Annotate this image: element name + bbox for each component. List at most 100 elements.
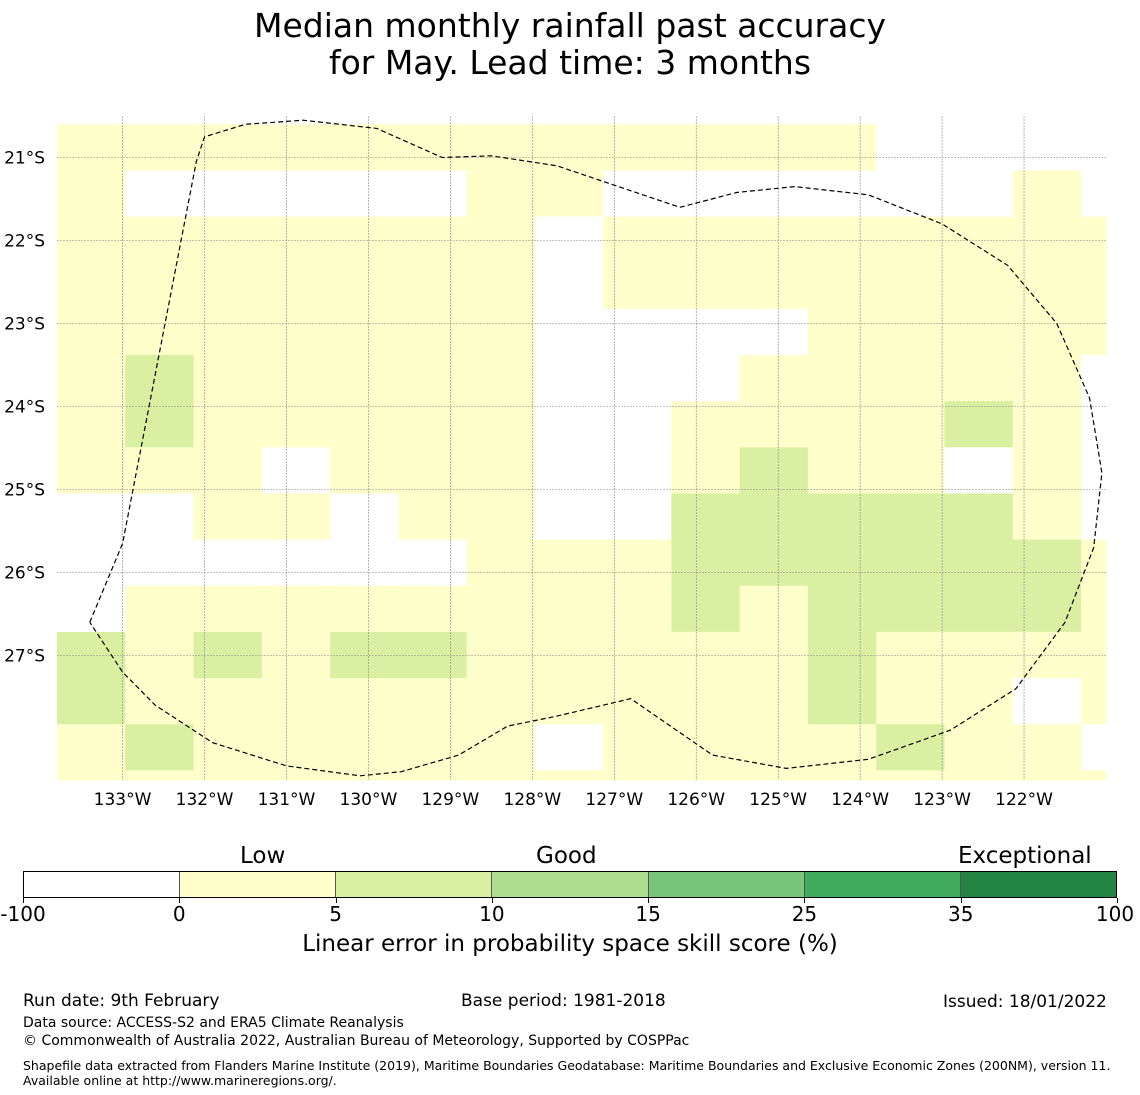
skill-cell xyxy=(1081,124,1107,171)
skill-cell xyxy=(125,216,195,264)
skill-cell xyxy=(1012,724,1082,771)
skill-cell xyxy=(671,308,741,356)
longitude-label: 132°W xyxy=(176,790,234,810)
skill-cell xyxy=(944,724,1014,771)
graticule xyxy=(57,116,1106,780)
latitude-labels: 21°S 22°S 23°S 24°S 25°S 26°S 27°S xyxy=(4,149,45,667)
skill-cell xyxy=(398,447,468,494)
skill-cell xyxy=(1081,678,1107,725)
skill-cell xyxy=(534,631,604,679)
skill-cell xyxy=(57,216,126,264)
skill-cell xyxy=(876,585,945,633)
colorbar xyxy=(23,871,1117,898)
skill-cell xyxy=(603,401,672,448)
skill-cell xyxy=(261,355,331,402)
skill-cell xyxy=(739,493,809,541)
skill-cell xyxy=(671,770,741,781)
skill-cell xyxy=(603,216,672,264)
skill-cell xyxy=(807,262,877,310)
colorbar-tick-label: 100 xyxy=(1095,902,1135,926)
colorbar-segment xyxy=(336,872,493,897)
skill-cell xyxy=(193,539,263,587)
colorbar-tick-mark xyxy=(335,898,337,903)
map-title: Median monthly rainfall past accuracy fo… xyxy=(0,6,1140,82)
skill-cell xyxy=(193,216,263,264)
skill-cell xyxy=(398,724,468,771)
colorbar-tick-mark xyxy=(1117,898,1118,903)
legend-exceptional-label: Exceptional xyxy=(958,843,1092,869)
skill-cell xyxy=(739,585,809,633)
skill-cell xyxy=(671,124,741,171)
skill-cell xyxy=(944,539,1014,587)
skill-cell xyxy=(330,585,399,633)
longitude-label: 133°W xyxy=(94,790,152,810)
skill-cell xyxy=(876,308,945,356)
skill-cell xyxy=(1081,539,1107,587)
colorbar-tick-mark xyxy=(648,898,650,903)
skill-cell xyxy=(193,355,263,402)
longitude-label: 123°W xyxy=(913,790,971,810)
skill-cell xyxy=(466,539,536,587)
skill-cell xyxy=(398,493,468,541)
skill-cell xyxy=(193,401,263,448)
skill-cell xyxy=(330,308,399,356)
skill-cell xyxy=(876,678,945,725)
skill-cell xyxy=(330,678,399,725)
skill-cell xyxy=(261,262,331,310)
skill-cell xyxy=(330,170,399,218)
skill-cell xyxy=(671,216,741,264)
skill-cell xyxy=(1081,493,1107,541)
latitude-label: 27°S xyxy=(4,647,45,667)
longitude-label: 130°W xyxy=(340,790,398,810)
skill-cell xyxy=(1012,401,1082,448)
data-source: Data source: ACCESS-S2 and ERA5 Climate … xyxy=(23,1015,404,1031)
skill-cell xyxy=(944,216,1014,264)
skill-cell xyxy=(1081,724,1107,771)
skill-cell xyxy=(125,308,195,356)
colorbar-segment xyxy=(960,872,1116,897)
colorbar-segment xyxy=(24,872,181,897)
skill-cell xyxy=(398,308,468,356)
skill-cell xyxy=(330,401,399,448)
rainfall-skill-map: 133°W 132°W 131°W 130°W 129°W 128°W 127°W 126°W… xyxy=(4,116,1107,810)
skill-cell xyxy=(739,678,809,725)
skill-cell xyxy=(534,678,604,725)
skill-cell xyxy=(261,447,331,494)
skill-cell xyxy=(193,262,263,310)
skill-cell xyxy=(1012,770,1082,781)
skill-cell xyxy=(125,447,195,494)
skill-cell xyxy=(944,447,1014,494)
skill-cell xyxy=(739,447,809,494)
latitude-label: 24°S xyxy=(4,398,45,418)
copyright: © Commonwealth of Australia 2022, Austra… xyxy=(23,1033,690,1049)
skill-cell xyxy=(1081,355,1107,402)
skill-cell xyxy=(807,770,877,781)
colorbar-segment xyxy=(648,872,805,897)
skill-cell xyxy=(876,770,945,781)
skill-cell xyxy=(193,678,263,725)
skill-cell xyxy=(193,770,263,781)
latitude-label: 25°S xyxy=(4,481,45,501)
skill-cell xyxy=(398,262,468,310)
skill-cell xyxy=(193,631,263,679)
title-line-1: Median monthly rainfall past accuracy xyxy=(253,6,887,45)
skill-cell xyxy=(466,262,536,310)
skill-grid-cells xyxy=(57,124,1107,781)
skill-cell xyxy=(1012,355,1082,402)
skill-cell xyxy=(603,170,672,218)
longitude-label: 122°W xyxy=(995,790,1053,810)
skill-cell xyxy=(125,124,195,171)
skill-cell xyxy=(671,493,741,541)
skill-cell xyxy=(807,724,877,771)
skill-cell xyxy=(330,216,399,264)
skill-cell xyxy=(534,539,604,587)
skill-cell xyxy=(57,401,126,448)
skill-cell xyxy=(807,631,877,679)
skill-cell xyxy=(57,539,126,587)
skill-cell xyxy=(1012,539,1082,587)
colorbar-tick-label: 0 xyxy=(172,902,186,926)
skill-cell xyxy=(125,262,195,310)
skill-cell xyxy=(671,447,741,494)
skill-cell xyxy=(603,724,672,771)
colorbar-tick-mark xyxy=(960,898,962,903)
